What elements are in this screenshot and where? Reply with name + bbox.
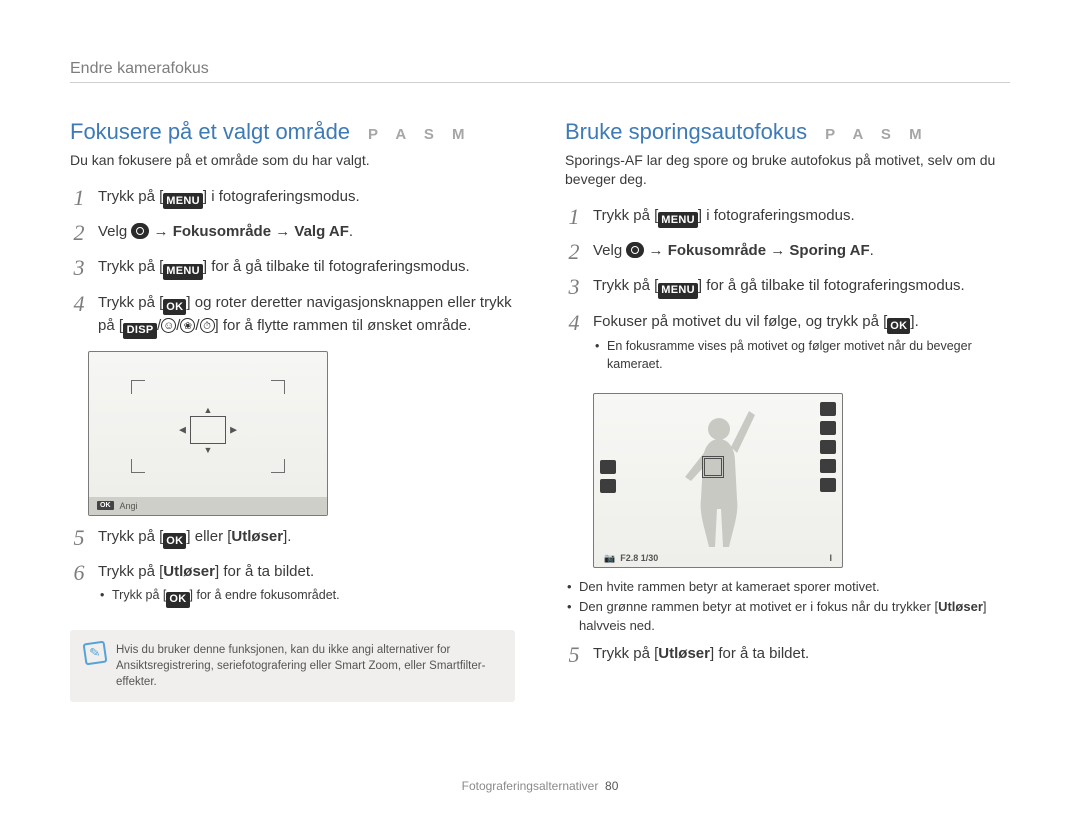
- macro-icon: [180, 318, 195, 333]
- right-column: Bruke sporingsautofokus P A S M Sporings…: [565, 119, 1010, 702]
- tracking-target-box: [702, 456, 724, 478]
- ok-icon: OK: [166, 592, 189, 608]
- right-step-1: 1 Trykk på [MENU] i fotograferingsmodus.: [565, 205, 1010, 229]
- exposure-info: F2.8 1/30: [620, 553, 658, 563]
- right-after-bullet-1: Den hvite rammen betyr at kameraet spore…: [565, 578, 1010, 596]
- menu-icon: MENU: [658, 283, 698, 299]
- left-step-3: 3 Trykk på [MENU] for å gå tilbake til f…: [70, 256, 515, 280]
- camera-icon: [626, 242, 644, 258]
- right-title: Bruke sporingsautofokus: [565, 119, 807, 145]
- viewfinder-footer-label: Angi: [120, 501, 138, 511]
- note-text: Hvis du bruker denne funksjonen, kan du …: [116, 642, 501, 690]
- left-step-2: 2 Velg → Fokusområde → Valg AF.: [70, 221, 515, 244]
- menu-icon: MENU: [163, 193, 203, 209]
- right-intro: Sporings-AF lar deg spore og bruke autof…: [565, 151, 1010, 189]
- battery-info: I: [829, 553, 832, 563]
- ok-icon: OK: [163, 533, 186, 549]
- disp-icon: DISP: [123, 323, 157, 339]
- right-step-4: 4 Fokuser på motivet du vil følge, og tr…: [565, 311, 1010, 382]
- menu-icon: MENU: [163, 264, 203, 280]
- focus-target-box: ▲▼ ◀▶: [190, 416, 226, 444]
- right-after-bullet-2: Den grønne rammen betyr at motivet er i …: [565, 598, 1010, 634]
- page-footer: Fotograferingsalternativer 80: [0, 779, 1080, 793]
- left-title: Fokusere på et valgt område: [70, 119, 350, 145]
- right-step-2: 2 Velg → Fokusområde → Sporing AF.: [565, 240, 1010, 263]
- note-icon: ✎: [83, 640, 108, 665]
- osd-icons-right: [820, 402, 836, 492]
- left-column: Fokusere på et valgt område P A S M Du k…: [70, 119, 515, 702]
- breadcrumb: Endre kamerafokus: [70, 60, 1010, 78]
- pasm-badge: P A S M: [368, 126, 471, 143]
- ok-icon: OK: [97, 501, 114, 510]
- camera-icon: [131, 223, 149, 239]
- ok-icon: OK: [163, 299, 186, 315]
- menu-icon: MENU: [658, 212, 698, 228]
- osd-icons-left: [600, 460, 616, 493]
- left-step-5: 5 Trykk på [OK] eller [Utløser].: [70, 526, 515, 550]
- right-viewfinder-figure: 📷 F2.8 1/30 I: [593, 393, 843, 568]
- right-step-5: 5 Trykk på [Utløser] for å ta bildet.: [565, 643, 1010, 666]
- right-step-3: 3 Trykk på [MENU] for å gå tilbake til f…: [565, 275, 1010, 299]
- face-icon: [161, 318, 176, 333]
- timer-icon: [200, 318, 215, 333]
- ok-icon: OK: [887, 318, 910, 334]
- pasm-badge: P A S M: [825, 126, 928, 143]
- note-box: ✎ Hvis du bruker denne funksjonen, kan d…: [70, 630, 515, 702]
- left-step-4: 4 Trykk på [OK] og roter deretter naviga…: [70, 292, 515, 339]
- left-step-6-bullet: Trykk på [OK] for å endre fokusområdet.: [98, 587, 515, 608]
- left-viewfinder-figure: ▲▼ ◀▶ OK Angi: [88, 351, 328, 516]
- left-intro: Du kan fokusere på et område som du har …: [70, 151, 515, 170]
- left-step-1: 1 Trykk på [MENU] i fotograferingsmodus.: [70, 186, 515, 210]
- right-step-4-bullet: En fokusramme vises på motivet og følger…: [593, 338, 1010, 373]
- left-step-6: 6 Trykk på [Utløser] for å ta bildet. Tr…: [70, 561, 515, 615]
- header-rule: [70, 82, 1010, 83]
